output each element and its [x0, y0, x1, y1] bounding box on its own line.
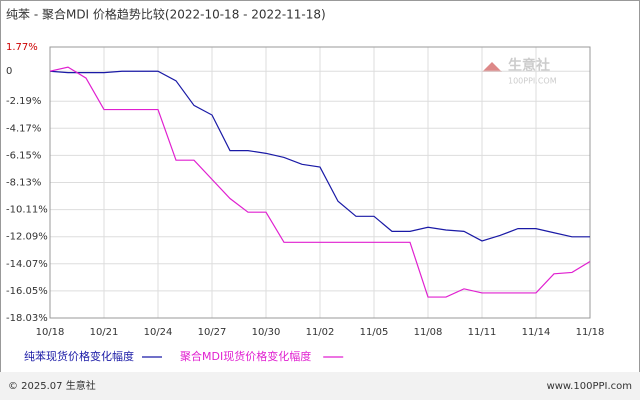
y-tick-label: -6.15%: [6, 150, 41, 161]
x-tick-label: 10/30: [252, 327, 281, 338]
legend-label: 聚合MDI现货价格变化幅度: [180, 349, 311, 363]
footer-right: www.100PPI.com: [547, 381, 632, 392]
x-tick-label: 10/18: [36, 327, 65, 338]
x-tick-label: 11/02: [306, 327, 335, 338]
x-tick-label: 11/05: [360, 327, 389, 338]
footer-bg: [0, 372, 640, 400]
y-tick-label: -16.05%: [6, 286, 48, 297]
y-tick-label: -4.17%: [6, 123, 41, 134]
y-tick-label: -10.11%: [6, 205, 48, 216]
y-tick-label: -8.13%: [6, 178, 41, 189]
y-tick-label: -12.09%: [6, 232, 48, 243]
chart-title: 纯苯 - 聚合MDI 价格趋势比较(2022-10-18 - 2022-11-1…: [6, 7, 326, 22]
watermark-brand: 生意社: [508, 57, 550, 74]
footer-left: © 2025.07 生意社: [8, 379, 96, 392]
y-tick-label: -2.19%: [6, 96, 41, 107]
x-tick-label: 10/21: [90, 327, 119, 338]
watermark-icon: [482, 62, 502, 72]
x-tick-label: 11/14: [522, 327, 551, 338]
x-tick-label: 10/24: [144, 327, 173, 338]
x-tick-label: 11/11: [468, 327, 497, 338]
y-tick-label: 1.77%: [6, 42, 38, 53]
watermark-site: 100PPI.COM: [508, 77, 557, 86]
series-line: [49, 66, 591, 298]
x-tick-label: 10/27: [198, 327, 227, 338]
y-tick-label: -18.03%: [6, 313, 48, 324]
plot-border: [49, 46, 591, 319]
y-tick-label: 0: [6, 66, 12, 77]
y-tick-label: -14.07%: [6, 259, 48, 270]
x-tick-label: 11/18: [576, 327, 605, 338]
x-tick-label: 11/08: [414, 327, 443, 338]
series-line: [49, 70, 590, 242]
legend-label: 纯苯现货价格变化幅度: [24, 349, 134, 363]
watermark: 生意社 100PPI.COM: [482, 57, 557, 86]
